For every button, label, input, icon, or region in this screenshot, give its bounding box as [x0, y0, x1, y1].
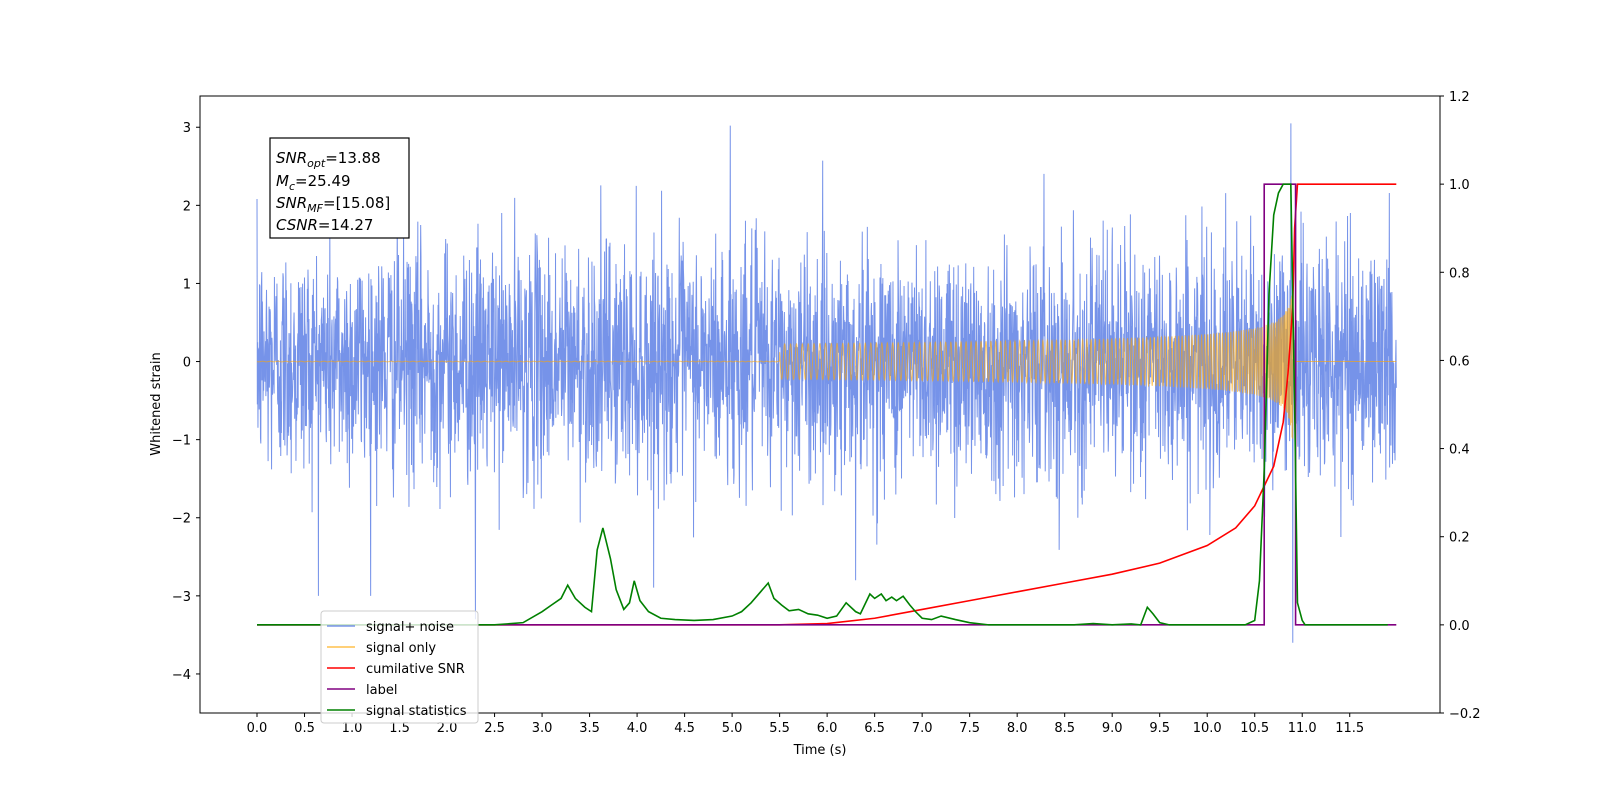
- y2-tick-label: 0.8: [1449, 266, 1470, 281]
- legend-label: label: [366, 683, 397, 698]
- x-tick-label: 10.0: [1193, 721, 1222, 736]
- series-signal-only: [256, 292, 1397, 439]
- snr-opt-text: SNRopt=13.88: [276, 149, 381, 170]
- legend-frame: [320, 610, 479, 724]
- y2-tick-label: 0.2: [1449, 531, 1470, 546]
- x-tick-label: 1.5: [389, 721, 410, 736]
- legend: signal+ noise signal only cumilative SNR la…: [320, 610, 479, 724]
- y2-tick-label: −0.2: [1449, 707, 1481, 722]
- x-tick-label: 2.0: [437, 721, 458, 736]
- legend-label: signal only: [366, 641, 436, 656]
- x-tick-label: 4.0: [627, 721, 648, 736]
- y-tick-label: 3: [183, 121, 191, 136]
- x-tick-label: 8.0: [1007, 721, 1028, 736]
- x-tick-label: 8.5: [1054, 721, 1075, 736]
- mc-text: Mc=25.49: [276, 172, 351, 193]
- snr-mf-text: SNRMF=[15.08]: [276, 194, 390, 215]
- series-signal-noise: [256, 123, 1397, 643]
- x-tick-label: 0.5: [294, 721, 315, 736]
- legend-label: signal statistics: [366, 704, 467, 719]
- x-tick-label: 3.5: [579, 721, 600, 736]
- x-tick-label: 9.0: [1102, 721, 1123, 736]
- y-tick-label: −4: [172, 668, 191, 683]
- y2-tick-label: 0.6: [1449, 354, 1470, 369]
- x-tick-label: 11.0: [1288, 721, 1317, 736]
- x-tick-label: 10.5: [1240, 721, 1269, 736]
- info-box: SNRopt=13.88 Mc=25.49 SNRMF=[15.08] CSNR…: [269, 137, 410, 239]
- x-tick-label: 2.5: [484, 721, 505, 736]
- series-signal-statistics: [257, 183, 1388, 626]
- y-tick-label: −2: [172, 512, 191, 527]
- x-tick-label: 9.5: [1149, 721, 1170, 736]
- series-layer: [256, 123, 1397, 643]
- x-tick-label: 6.5: [864, 721, 885, 736]
- x-tick-label: 5.5: [769, 721, 790, 736]
- y-axis-label: Whitened strain: [149, 352, 164, 455]
- y-tick-label: 0: [183, 356, 191, 371]
- x-tick-label: 5.0: [722, 721, 743, 736]
- x-tick-label: 7.5: [959, 721, 980, 736]
- x-tick-label: 1.0: [342, 721, 363, 736]
- y2-tick-label: 0.4: [1449, 443, 1470, 458]
- y-tick-label: −1: [172, 434, 191, 449]
- x-tick-label: 6.0: [817, 721, 838, 736]
- x-axis-label: Time (s): [793, 743, 847, 758]
- axes-ticks: 0.0 0.5 1.0 1.5 2.0 2.5 3.0 3.5 4.0 4.5 5.0 5.5 6.0 6…: [172, 90, 1481, 736]
- x-tick-label: 4.5: [674, 721, 695, 736]
- x-tick-label: 7.0: [912, 721, 933, 736]
- series-cumulative-snr: [257, 183, 1397, 626]
- x-tick-label: 11.5: [1335, 721, 1364, 736]
- y-tick-label: 1: [183, 277, 191, 292]
- y-tick-label: 2: [183, 199, 191, 214]
- legend-label: cumilative SNR: [366, 662, 465, 677]
- y2-tick-label: 1.0: [1449, 178, 1470, 193]
- y2-tick-label: 1.2: [1449, 90, 1470, 105]
- legend-label: signal+ noise: [366, 620, 454, 635]
- csnr-text: CSNR=14.27: [276, 216, 373, 234]
- x-tick-label: 0.0: [247, 721, 268, 736]
- y2-tick-label: 0.0: [1449, 619, 1470, 634]
- x-tick-label: 3.0: [532, 721, 553, 736]
- plot-frame: [199, 95, 1441, 714]
- y-tick-label: −3: [172, 590, 191, 605]
